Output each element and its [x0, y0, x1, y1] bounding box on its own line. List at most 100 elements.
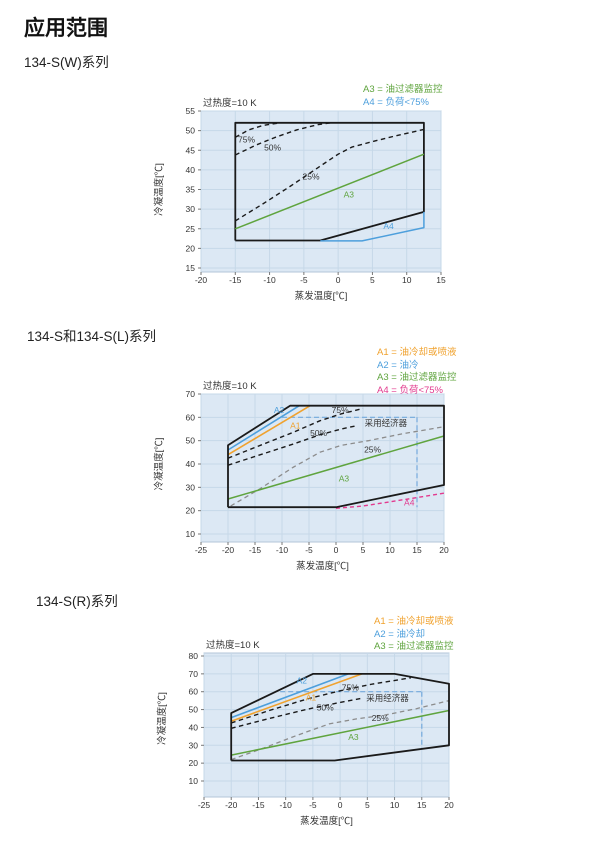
legend-item: A2 = 油冷却: [374, 628, 425, 640]
series-limit-25pct: [230, 426, 445, 507]
tick-label-y: 40: [186, 165, 196, 175]
annotation-label: A4: [383, 221, 394, 231]
section-title-134s-134sl: 134-S和134-S(L)系列: [27, 329, 157, 344]
tick-label-x: -10: [263, 275, 276, 285]
annotation-label: 75%: [238, 134, 255, 144]
series-limit-50pct: [231, 697, 363, 729]
tick-label-y: 70: [186, 389, 196, 399]
tick-label-y: 30: [186, 204, 196, 214]
tick-label-x: 0: [336, 275, 341, 285]
annotation-label: A2: [274, 405, 285, 415]
tick-label-x: 0: [338, 800, 343, 810]
tick-label-x: -15: [249, 545, 262, 555]
tick-label-y: 20: [186, 506, 196, 516]
tick-label-y: 10: [189, 776, 199, 786]
tick-label-x: 0: [334, 545, 339, 555]
tick-label-x: 10: [390, 800, 400, 810]
tick-label-x: -15: [252, 800, 265, 810]
annotation-label: A2: [297, 676, 308, 686]
tick-label-x: 5: [365, 800, 370, 810]
series-operating-envelope: [234, 121, 425, 242]
tick-label-y: 20: [189, 758, 199, 768]
legend-134sr: A1 = 油冷却或喷液 A2 = 油冷却 A3 = 油过滤器监控: [374, 616, 453, 654]
superheat-label: 过热度=10 K: [203, 97, 257, 109]
tick-label-y: 20: [186, 243, 196, 253]
y-axis-title: 冷凝温度[℃]: [156, 692, 168, 745]
legend-item: A2 = 油冷: [377, 359, 419, 371]
plot-area: [200, 393, 445, 543]
tick-label-x: -20: [222, 545, 235, 555]
superheat-label: 过热度=10 K: [206, 639, 260, 651]
tick-label-x: 5: [361, 545, 366, 555]
series-limit-25pct: [230, 699, 450, 761]
annotation-label: 75%: [332, 405, 349, 415]
series-A3-oil-filter-monitoring: [227, 435, 445, 500]
tick-label-x: 15: [412, 545, 422, 555]
legend-item: A1 = 油冷却或喷液: [377, 347, 457, 358]
series-A3-oil-filter-monitoring: [235, 153, 425, 230]
superheat-label: 过热度=10 K: [203, 380, 257, 392]
y-axis-title: 冷凝温度[℃]: [153, 163, 165, 216]
tick-label-x: -5: [305, 545, 313, 555]
annotation-label: 50%: [264, 142, 281, 152]
chart-134sr-envelope: -25 -20 -15 -10 -5 0 5 10 15 20 10 20 30 40 50 60 70 80 A2…: [153, 630, 465, 837]
y-axis-title: 冷凝温度[℃]: [153, 438, 165, 491]
annotation-label: 25%: [372, 713, 389, 723]
series-limit-50pct: [227, 424, 358, 466]
tick-label-y: 40: [186, 459, 196, 469]
annotation-label: 25%: [302, 171, 319, 181]
series-A1-oil-cooling-or-liquid-injection: [227, 405, 311, 456]
chart-svg: -25 -20 -15 -10 -5 0 5 10 15 20 10 20 30 40 50 60 70 A2 A1…: [153, 380, 449, 572]
tick-label-y: 15: [186, 263, 196, 273]
tick-label-y: 50: [186, 126, 196, 136]
series-A4-load-below-75: [320, 211, 425, 242]
tick-label-y: 60: [186, 412, 196, 422]
legend-item: A4 = 负荷<75%: [363, 96, 430, 108]
annotation-label: 25%: [364, 444, 381, 454]
tick-label-x: 15: [436, 275, 446, 285]
legend-134sw: A3 = 油过滤器监控 A4 = 负荷<75%: [363, 84, 442, 109]
tick-label-y: 10: [186, 529, 196, 539]
annotation-label: A3: [348, 732, 359, 742]
tick-label-x: -20: [225, 800, 238, 810]
tick-label-y: 25: [186, 224, 196, 234]
tick-label-x: 10: [402, 275, 412, 285]
tick-label-y: 30: [186, 482, 196, 492]
series-A3-oil-filter-monitoring: [231, 709, 450, 756]
series-limit-75pct: [230, 677, 412, 724]
tick-label-x: 5: [370, 275, 375, 285]
annotation-label: A3: [339, 473, 350, 483]
legend-item: A1 = 油冷却或喷液: [374, 616, 454, 627]
legend-item: A3 = 油过滤器监控: [363, 84, 443, 95]
series-limit-25pct: [234, 128, 425, 222]
tick-label-x: 20: [439, 545, 449, 555]
series-A1-oil-cooling-or-liquid-injection: [230, 673, 363, 722]
tick-label-x: 20: [444, 800, 454, 810]
tick-label-x: -10: [276, 545, 289, 555]
tick-label-x: -15: [229, 275, 242, 285]
tick-label-y: 35: [186, 185, 196, 195]
series-operating-envelope: [230, 673, 450, 762]
tick-label-y: 45: [186, 145, 196, 155]
chart-134sw-envelope: -20 -15 -10 -5 0 5 10 15 15 20 25 30 35 40 45 50 55 75% 50…: [150, 88, 462, 313]
page-title: 应用范围: [24, 17, 108, 40]
series-limit-75pct: [227, 407, 364, 459]
tick-label-x: -5: [309, 800, 317, 810]
x-axis-title: 蒸发温度[℃]: [296, 560, 349, 572]
annotation-label: A4: [404, 497, 415, 507]
legend-item: A3 = 油过滤器监控: [377, 372, 457, 383]
tick-label-x: 15: [417, 800, 427, 810]
tick-label-y: 55: [186, 106, 196, 116]
series-operating-envelope: [227, 404, 445, 509]
tick-label-y: 50: [186, 436, 196, 446]
tick-label-y: 70: [189, 669, 199, 679]
annotation-label: 75%: [342, 682, 359, 692]
chart-svg: -20 -15 -10 -5 0 5 10 15 15 20 25 30 35 40 45 50 55 75% 50…: [153, 97, 446, 302]
series-A2-oil-cooling: [227, 405, 300, 451]
tick-label-y: 50: [189, 705, 199, 715]
tick-label-x: -25: [195, 545, 208, 555]
annotation-label: A1: [306, 692, 317, 702]
section-title-134sw: 134-S(W)系列: [24, 55, 109, 70]
series-limit-50pct: [234, 122, 332, 156]
